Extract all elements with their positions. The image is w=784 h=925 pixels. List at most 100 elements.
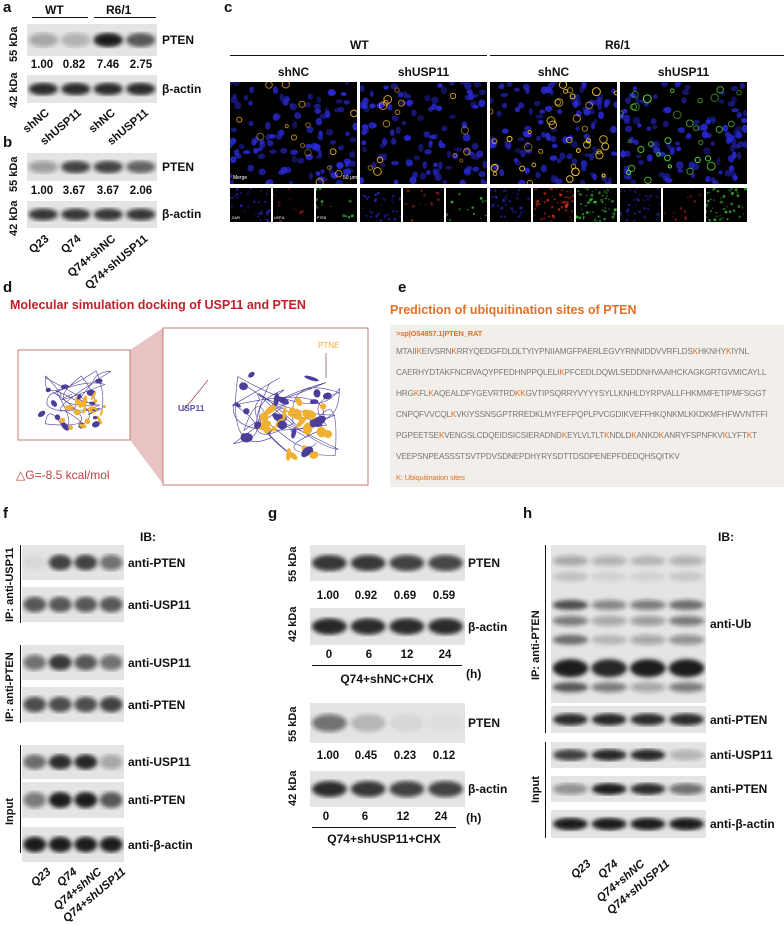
ubiquitination-site: KK xyxy=(514,389,526,398)
lane-label: Q23 xyxy=(29,866,54,890)
sequence-segment: RRYQEDGFDLDLTYIYPNIIAMGFPAERLEGVYRNNIDDV… xyxy=(456,347,693,356)
marker-42kda: 42 kDa xyxy=(287,770,299,806)
row-label: β-actin xyxy=(468,782,508,796)
pten-structure xyxy=(302,409,316,419)
pten-structure xyxy=(75,397,80,406)
band xyxy=(552,659,589,678)
marker-55kda: 55 kDa xyxy=(287,546,299,582)
blot-beta-actin xyxy=(310,771,465,807)
panel-letter-e: e xyxy=(398,279,407,296)
marker-55kda: 55 kDa xyxy=(8,26,20,62)
pten-structure xyxy=(294,408,303,419)
band xyxy=(48,596,72,613)
usp11-structure xyxy=(322,392,332,400)
blot-pten xyxy=(27,153,157,181)
band xyxy=(23,654,47,671)
band xyxy=(591,555,627,566)
ib-label: IB: xyxy=(140,530,156,544)
sequence-legend: K: Ubiquitination sites xyxy=(396,473,465,482)
pten-structure xyxy=(64,405,74,411)
usp11-label: USP11 xyxy=(178,403,205,413)
band xyxy=(28,32,58,48)
blot-row xyxy=(551,810,706,838)
pten-structure xyxy=(87,406,93,413)
band xyxy=(630,634,666,645)
group-label-wt: WT xyxy=(45,3,64,17)
ubiquitination-site: K xyxy=(450,410,457,419)
input-label: Input xyxy=(530,776,542,803)
row-label: anti-USP11 xyxy=(128,755,191,769)
band xyxy=(74,696,98,713)
band xyxy=(669,817,705,831)
band xyxy=(48,554,72,571)
usp11-structure xyxy=(309,399,319,405)
band xyxy=(74,754,98,770)
band xyxy=(552,615,589,626)
band-value: 0.12 xyxy=(432,750,456,762)
row-label: anti-PTEN xyxy=(128,555,186,570)
usp11-structure xyxy=(313,389,321,398)
pten-image xyxy=(576,188,617,222)
blot-row xyxy=(22,645,124,680)
band xyxy=(428,781,464,797)
scale-bar-label: 50 μm xyxy=(343,175,357,181)
usp11-structure xyxy=(76,394,82,400)
sequence-line: PGPEETSEKVENGSLCDQEIDSICSIERADNDKEYLVLTL… xyxy=(396,431,757,440)
sequence-segment: GVTIPSQRRYVYYYSYLLKNHLDYRPVALLFHKMMFETIP… xyxy=(525,389,767,398)
band xyxy=(591,817,627,831)
band xyxy=(389,714,425,732)
band xyxy=(630,783,666,795)
pten-image xyxy=(706,188,747,222)
sequence-segment: PGPEETSE xyxy=(396,431,439,440)
sequence-line: VEEPSNPEASSSTSVTPDVSDNEPDHYRYSDTTDSDPENE… xyxy=(396,452,680,461)
band xyxy=(669,713,705,726)
band xyxy=(552,555,589,566)
band xyxy=(350,714,386,732)
ubiquitination-site: K xyxy=(658,431,664,440)
pten-structure xyxy=(282,406,287,421)
usp11-structure xyxy=(253,421,262,429)
ubiquitination-site: K xyxy=(451,347,457,356)
pten-structure xyxy=(316,426,327,438)
pten-structure xyxy=(99,409,103,416)
usp11-structure xyxy=(273,393,280,407)
row-label: anti-PTEN xyxy=(710,782,768,796)
band xyxy=(669,783,705,795)
band xyxy=(311,555,347,571)
group-label-r61: R6/1 xyxy=(106,3,132,17)
band xyxy=(126,32,156,48)
marker-42kda: 42 kDa xyxy=(287,606,299,642)
band-value: 1.00 xyxy=(30,185,54,197)
band xyxy=(668,682,705,693)
band-value: 3.67 xyxy=(96,185,120,197)
band xyxy=(99,654,123,671)
blot-row xyxy=(551,706,706,733)
band xyxy=(630,571,666,582)
usp11-structure xyxy=(243,408,250,415)
band xyxy=(552,571,589,582)
row-label: anti-PTEN xyxy=(710,712,768,727)
ip-label: IP: anti-PTEN xyxy=(530,610,542,680)
row-label: anti-USP11 xyxy=(128,655,191,670)
row-label: β-actin xyxy=(162,82,202,96)
usp11-structure xyxy=(92,421,100,428)
marker-42kda: 42 kDa xyxy=(8,200,20,236)
band xyxy=(630,555,666,566)
band xyxy=(23,696,47,713)
docking-title: Molecular simulation docking of USP11 an… xyxy=(10,298,306,312)
row-label: anti-β-actin xyxy=(710,817,775,831)
pten-structure xyxy=(287,409,295,417)
sequence-segment: VEEPSNPEASSSTSVTPDVSDNEPDHYRYSDTTDSDPENE… xyxy=(396,452,680,461)
band xyxy=(61,32,91,48)
input-label: Input xyxy=(4,798,16,825)
band xyxy=(389,781,425,797)
usp11-structure xyxy=(278,396,289,405)
pten-structure xyxy=(286,448,291,461)
panel-letter-g: g xyxy=(268,505,278,522)
blot-beta-actin xyxy=(27,75,157,103)
pten-structure xyxy=(263,426,272,434)
usp11-structure xyxy=(60,384,69,389)
band xyxy=(591,659,627,678)
usp11-structure xyxy=(50,400,58,407)
blot-row xyxy=(22,745,124,779)
